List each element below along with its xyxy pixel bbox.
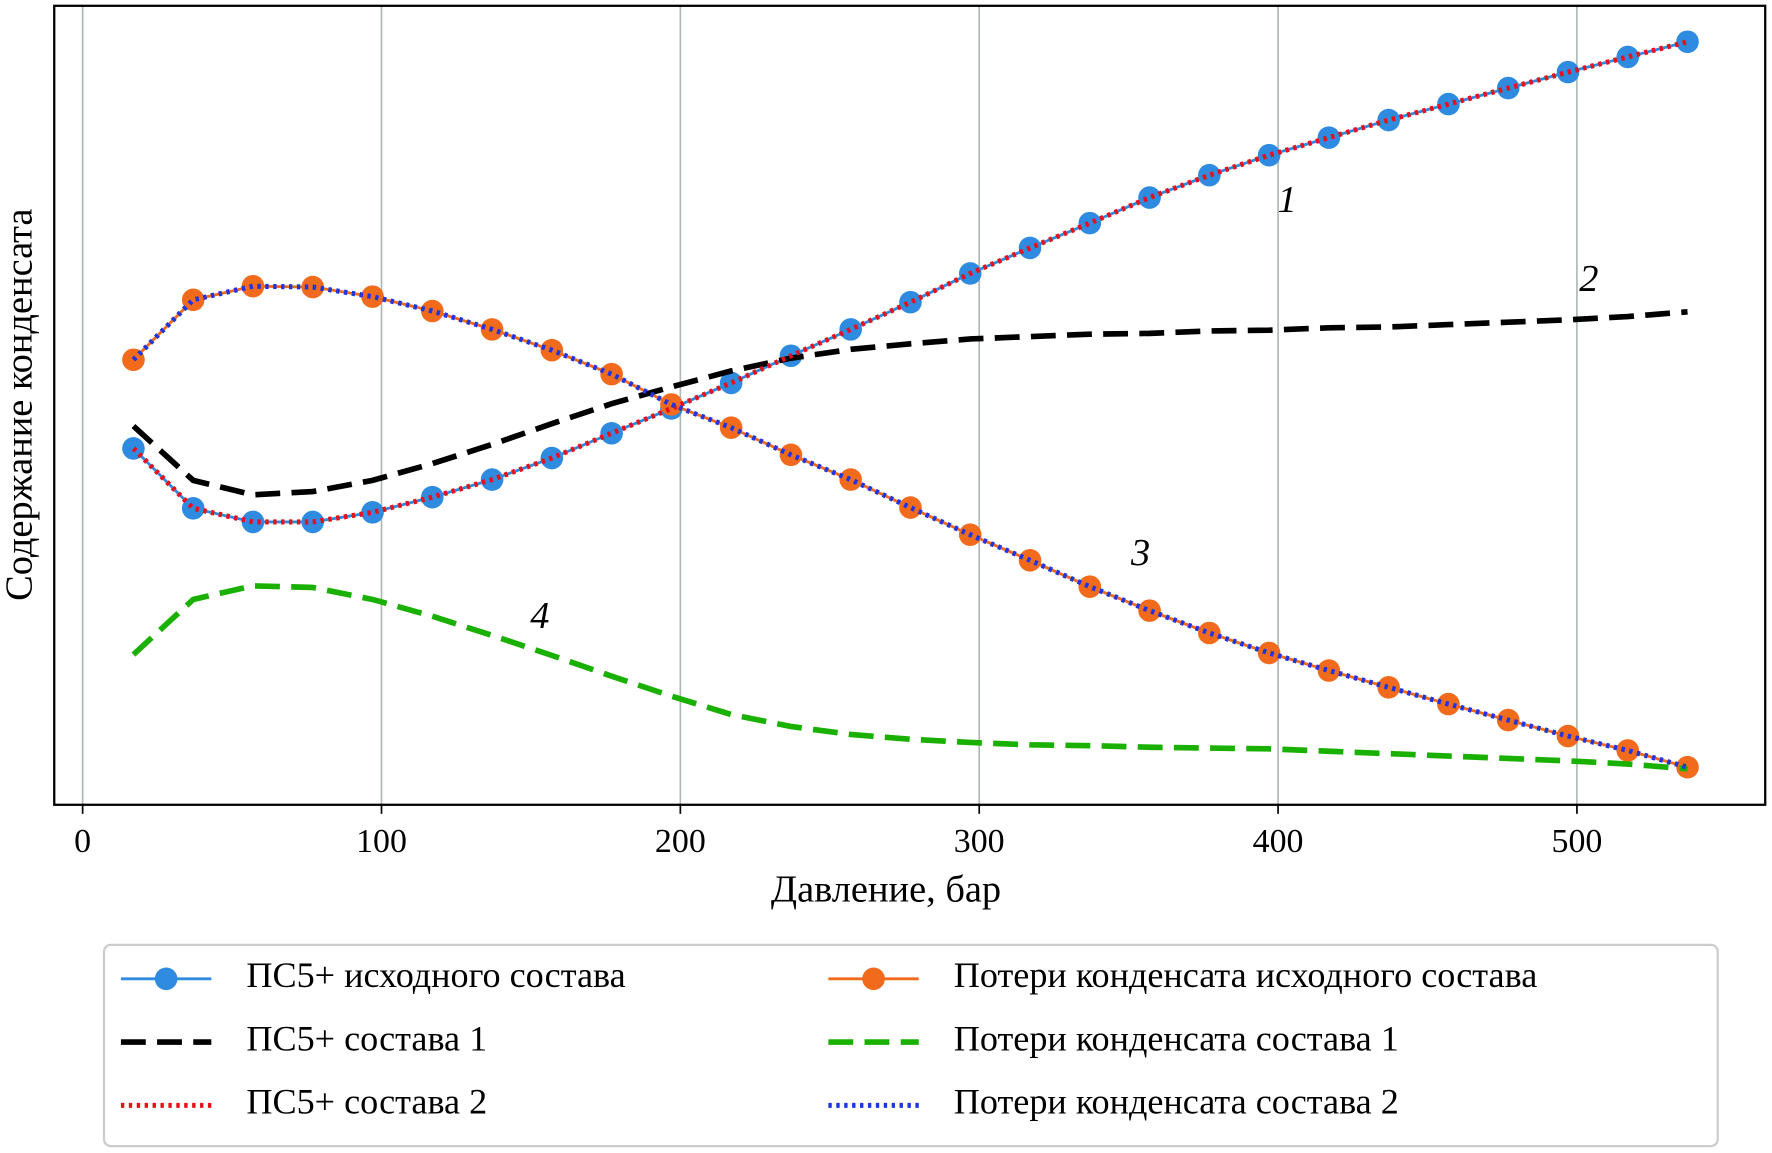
legend-marker xyxy=(862,967,885,991)
series-line xyxy=(132,40,1688,524)
legend-label: Потери конденсата состава 1 xyxy=(954,1018,1399,1058)
marker xyxy=(181,288,205,312)
marker xyxy=(1317,659,1341,682)
y-axis-label: Содержание конденсата xyxy=(0,209,40,601)
legend-label: ПС5+ состава 2 xyxy=(246,1082,487,1122)
marker xyxy=(1198,621,1221,645)
marker xyxy=(241,510,265,534)
marker xyxy=(1616,739,1640,762)
legend-label: Потери конденсата исходного состава xyxy=(954,955,1537,995)
marker xyxy=(899,496,922,519)
marker xyxy=(1377,108,1400,132)
legend-label: ПС5+ состава 1 xyxy=(246,1018,487,1058)
x-tick-label: 100 xyxy=(356,823,407,860)
annotation: 2 xyxy=(1579,258,1598,300)
marker xyxy=(1078,211,1102,235)
legend-marker xyxy=(154,967,178,991)
marker xyxy=(839,318,863,341)
marker xyxy=(1198,163,1221,187)
series-line xyxy=(131,308,1688,498)
annotation: 3 xyxy=(1130,532,1150,574)
x-tick-label: 400 xyxy=(1253,823,1304,860)
series-line xyxy=(131,583,1688,772)
marker xyxy=(1078,575,1102,598)
marker xyxy=(361,285,384,308)
marker xyxy=(1616,45,1640,69)
marker xyxy=(1257,143,1281,167)
marker xyxy=(1317,126,1341,149)
marker xyxy=(241,274,265,298)
x-axis-label: Давление, бар xyxy=(771,869,1001,911)
legend-label: ПС5+ исходного состава xyxy=(246,955,625,995)
series-line xyxy=(131,283,1689,770)
marker xyxy=(719,371,743,395)
plot-frame xyxy=(53,4,1767,806)
legend-label: Потери конденсата состава 2 xyxy=(954,1082,1399,1122)
marker xyxy=(1257,641,1281,665)
marker xyxy=(1138,599,1161,622)
x-tick-label: 200 xyxy=(655,823,706,860)
annotation: 1 xyxy=(1277,179,1296,221)
x-tick-label: 500 xyxy=(1552,823,1603,860)
x-tick-label: 300 xyxy=(954,823,1005,860)
marker xyxy=(1676,30,1699,54)
marker xyxy=(181,497,205,520)
marker xyxy=(421,485,444,509)
marker xyxy=(660,393,683,416)
marker xyxy=(899,290,922,314)
annotation: 4 xyxy=(530,595,549,637)
marker xyxy=(600,362,623,386)
marker xyxy=(1377,676,1400,699)
marker xyxy=(361,501,384,524)
marker xyxy=(600,421,623,445)
legend-box xyxy=(102,943,1719,1148)
marker xyxy=(839,468,863,491)
marker xyxy=(1138,186,1161,209)
x-tick-label: 0 xyxy=(74,823,91,860)
series-line xyxy=(131,39,1689,525)
